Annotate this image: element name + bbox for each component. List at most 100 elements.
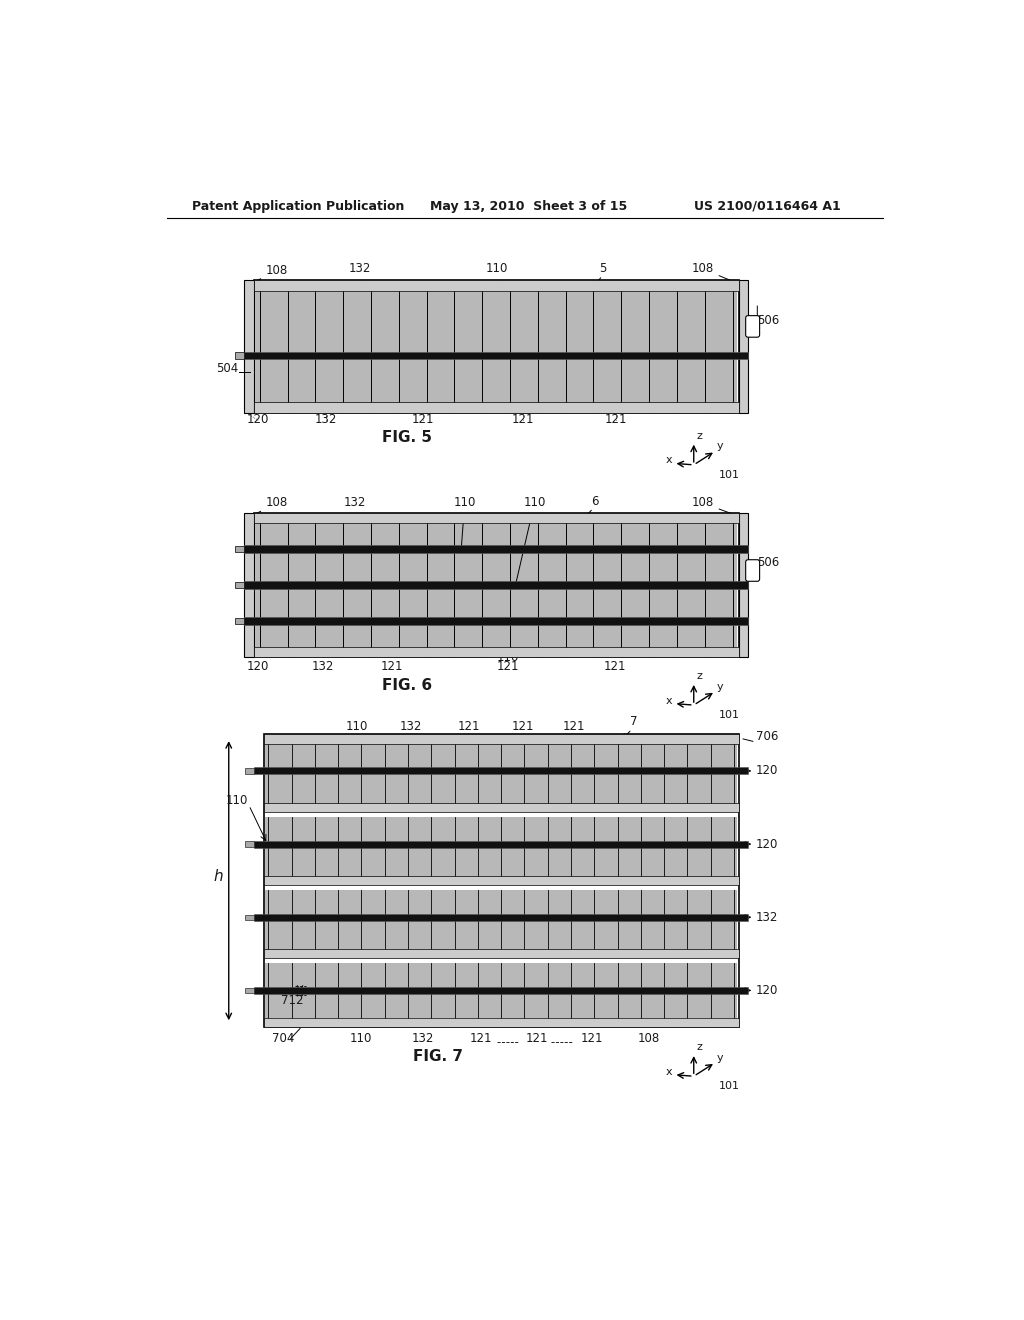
Text: 121: 121 xyxy=(497,660,519,673)
Text: 121: 121 xyxy=(603,660,626,673)
Text: 121: 121 xyxy=(605,413,628,426)
Bar xyxy=(245,512,254,657)
Text: 704: 704 xyxy=(271,1032,294,1045)
Text: z: z xyxy=(696,1041,701,1052)
Bar xyxy=(254,512,738,657)
Text: 506: 506 xyxy=(758,314,779,327)
Text: x: x xyxy=(666,696,673,706)
Text: x: x xyxy=(666,1067,673,1077)
Text: 132: 132 xyxy=(314,413,337,426)
Text: x: x xyxy=(666,455,673,466)
Text: 108: 108 xyxy=(255,264,288,282)
Bar xyxy=(254,913,748,921)
Bar xyxy=(263,734,738,743)
Text: 132: 132 xyxy=(412,1032,434,1045)
Text: 5: 5 xyxy=(599,263,606,276)
Bar xyxy=(263,876,738,886)
Text: 101: 101 xyxy=(719,710,739,721)
Bar xyxy=(245,545,748,553)
Text: US 2100/0116464 A1: US 2100/0116464 A1 xyxy=(693,199,841,213)
Bar xyxy=(254,280,738,412)
Text: 121: 121 xyxy=(581,1032,603,1045)
Bar xyxy=(254,647,738,657)
Text: 506: 506 xyxy=(758,557,779,569)
Text: 121: 121 xyxy=(458,719,480,733)
Text: May 13, 2010  Sheet 3 of 15: May 13, 2010 Sheet 3 of 15 xyxy=(430,199,628,213)
Text: FIG. 6: FIG. 6 xyxy=(382,677,432,693)
Text: 120: 120 xyxy=(247,660,269,673)
Text: Patent Application Publication: Patent Application Publication xyxy=(191,199,403,213)
Text: 121: 121 xyxy=(412,413,434,426)
Text: 120: 120 xyxy=(756,983,778,997)
Text: 110: 110 xyxy=(516,496,546,582)
Text: 120: 120 xyxy=(247,413,269,426)
Bar xyxy=(245,618,748,626)
Text: y: y xyxy=(717,1053,724,1063)
Bar xyxy=(254,401,738,412)
Bar xyxy=(245,581,748,589)
Text: 121: 121 xyxy=(512,413,535,426)
Text: 110: 110 xyxy=(349,1032,372,1045)
Text: 132: 132 xyxy=(343,496,366,523)
Text: 120: 120 xyxy=(756,764,778,777)
Text: y: y xyxy=(717,441,724,451)
FancyBboxPatch shape xyxy=(745,315,760,337)
Text: 110: 110 xyxy=(454,496,476,546)
Text: 110: 110 xyxy=(486,263,509,289)
Text: 108: 108 xyxy=(691,496,734,515)
Bar xyxy=(265,890,737,954)
Bar xyxy=(245,987,254,993)
Bar xyxy=(245,841,254,847)
Bar xyxy=(255,524,737,657)
Text: z: z xyxy=(696,671,701,681)
Bar xyxy=(245,915,254,920)
Text: 110: 110 xyxy=(225,793,248,807)
Text: 706: 706 xyxy=(756,730,778,743)
Text: 712: 712 xyxy=(281,994,303,1007)
Bar xyxy=(245,280,254,412)
Bar xyxy=(263,803,738,812)
Text: 121: 121 xyxy=(512,719,535,733)
Text: 121: 121 xyxy=(526,1032,549,1045)
Text: 108: 108 xyxy=(691,263,734,282)
Text: 121: 121 xyxy=(562,719,585,733)
Bar xyxy=(234,582,245,589)
Text: z: z xyxy=(696,430,701,441)
Text: h: h xyxy=(213,869,222,883)
Bar xyxy=(263,1018,738,1027)
Text: 108: 108 xyxy=(255,496,288,515)
Bar xyxy=(265,964,737,1018)
Bar xyxy=(255,290,737,412)
Bar xyxy=(738,280,748,412)
Bar xyxy=(234,618,245,624)
Text: 120: 120 xyxy=(756,838,778,850)
Bar xyxy=(263,734,738,1027)
Text: 504: 504 xyxy=(216,363,238,375)
Text: 101: 101 xyxy=(719,1081,739,1090)
Bar xyxy=(254,987,748,994)
Bar xyxy=(254,767,748,775)
Text: 121: 121 xyxy=(469,1032,492,1045)
Text: 110: 110 xyxy=(497,651,519,664)
Text: 132: 132 xyxy=(312,660,335,673)
Text: 132: 132 xyxy=(349,263,372,289)
Text: 7: 7 xyxy=(630,715,638,729)
Text: FIG. 5: FIG. 5 xyxy=(382,430,432,445)
Text: 132: 132 xyxy=(399,719,422,733)
Bar xyxy=(245,768,254,774)
Bar xyxy=(263,949,738,958)
Bar xyxy=(254,512,738,524)
Text: 132: 132 xyxy=(756,911,778,924)
Text: 108: 108 xyxy=(638,1032,659,1045)
Bar xyxy=(245,351,748,359)
Text: y: y xyxy=(717,681,724,692)
Text: 121: 121 xyxy=(380,660,402,673)
Text: FIG. 7: FIG. 7 xyxy=(413,1049,463,1064)
Bar xyxy=(234,545,245,552)
Text: 6: 6 xyxy=(592,495,599,508)
FancyBboxPatch shape xyxy=(745,560,760,581)
Bar xyxy=(265,743,737,808)
Bar xyxy=(254,841,748,847)
Bar xyxy=(738,512,748,657)
Bar xyxy=(254,280,738,290)
